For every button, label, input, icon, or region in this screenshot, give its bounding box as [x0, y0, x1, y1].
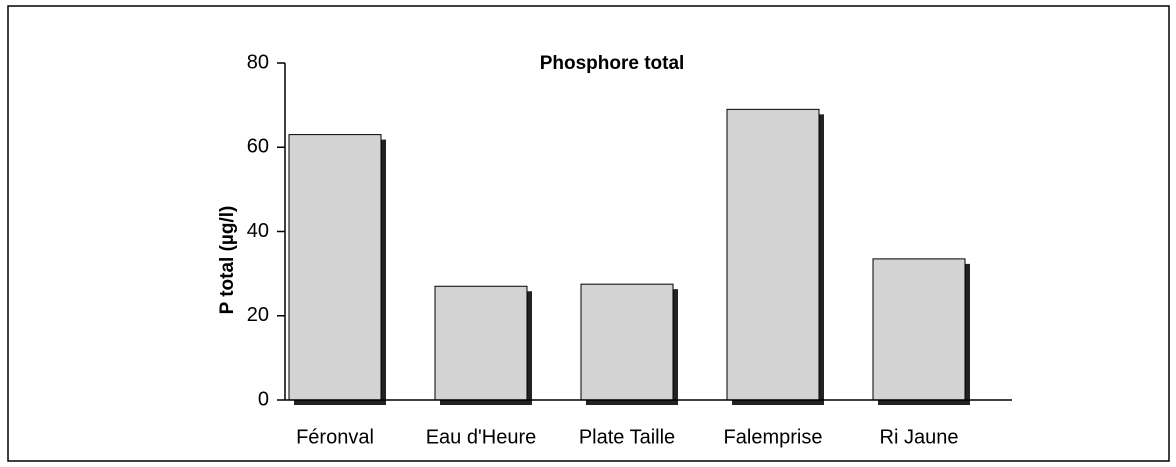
- bar: [434, 285, 528, 401]
- x-tick-label: Falemprise: [724, 426, 823, 448]
- y-axis-label: P total (µg/l): [217, 206, 238, 315]
- bar: [872, 258, 966, 401]
- y-tick-label: 40: [247, 220, 269, 242]
- bar: [726, 108, 820, 401]
- x-tick-label: Plate Taille: [579, 426, 675, 448]
- y-tick-label: 60: [247, 136, 269, 158]
- x-tick-label: Féronval: [296, 426, 374, 448]
- bar: [580, 283, 674, 401]
- chart-title: Phosphore total: [540, 53, 685, 74]
- y-tick-label: 80: [247, 51, 269, 73]
- y-tick-label: 0: [258, 388, 269, 410]
- x-tick-label: Ri Jaune: [880, 426, 959, 448]
- x-tick-label: Eau d'Heure: [426, 426, 537, 448]
- y-tick-label: 20: [247, 304, 269, 326]
- bar: [288, 134, 382, 401]
